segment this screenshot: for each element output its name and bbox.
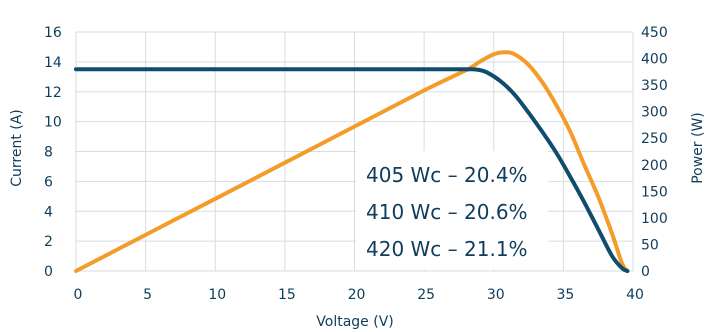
y-left-tick-label: 10 [44, 115, 62, 131]
x-tick-label: 40 [626, 287, 644, 303]
y-right-tick-label: 450 [641, 25, 668, 41]
y-left-tick-label: 6 [44, 174, 53, 190]
y-left-tick-label: 4 [44, 204, 53, 220]
series-group [74, 50, 630, 273]
y-left-axis-ticks: 0 2 4 6 8 10 12 14 16 [44, 25, 62, 280]
y-left-tick-label: 14 [44, 55, 62, 71]
x-tick-label: 20 [348, 287, 366, 303]
x-axis-ticks: 0 5 10 15 20 25 30 35 40 [74, 287, 644, 303]
y-right-tick-label: 0 [641, 264, 650, 280]
annotation-box [356, 151, 548, 269]
x-tick-label: 30 [487, 287, 505, 303]
y-right-axis-ticks: 0 50 100 150 200 250 300 350 400 450 [641, 25, 668, 280]
x-tick-label: 0 [74, 287, 83, 303]
y-right-tick-label: 50 [641, 237, 659, 253]
y-left-tick-label: 2 [44, 234, 53, 250]
y-right-tick-label: 150 [641, 184, 668, 200]
x-tick-label: 35 [556, 287, 574, 303]
x-axis-label: Voltage (V) [316, 314, 393, 330]
x-tick-label: 15 [278, 287, 296, 303]
y-right-tick-label: 250 [641, 131, 668, 147]
annotation-405: 405 Wc – 20.4% [366, 163, 528, 187]
y-left-axis-label: Current (A) [9, 109, 25, 187]
y-left-tick-label: 8 [44, 145, 53, 161]
y-right-tick-label: 350 [641, 78, 668, 94]
x-tick-label: 5 [143, 287, 152, 303]
y-right-tick-label: 200 [641, 158, 668, 174]
y-right-tick-label: 300 [641, 105, 668, 121]
y-right-tick-label: 100 [641, 211, 668, 227]
annotation-420: 420 Wc – 21.1% [366, 237, 528, 261]
x-tick-label: 10 [208, 287, 226, 303]
x-tick-label: 25 [417, 287, 435, 303]
power-curve-line [74, 50, 630, 273]
y-right-tick-label: 400 [641, 52, 668, 68]
y-left-tick-label: 16 [44, 25, 62, 41]
current-curve-line [74, 67, 630, 273]
y-left-tick-label: 12 [44, 85, 62, 101]
y-left-tick-label: 0 [44, 264, 53, 280]
annotation-410: 410 Wc – 20.6% [366, 200, 528, 224]
y-right-axis-label: Power (W) [690, 112, 706, 184]
